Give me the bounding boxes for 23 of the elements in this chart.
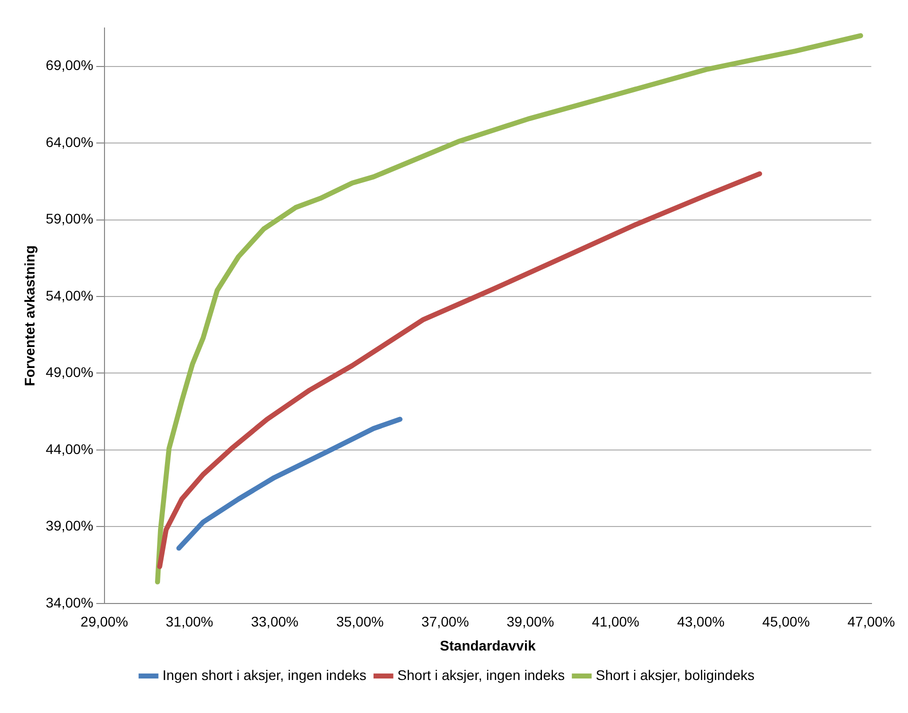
y-tick-label: 69,00% bbox=[46, 57, 94, 74]
x-tick-label: 33,00% bbox=[250, 614, 298, 630]
y-tick-label: 44,00% bbox=[46, 440, 94, 457]
x-tick-label: 29,00% bbox=[80, 614, 128, 630]
x-tick-label: 37,00% bbox=[421, 614, 469, 630]
y-tick-label: 59,00% bbox=[46, 210, 94, 227]
x-axis-title: Standardavvik bbox=[440, 637, 536, 654]
y-tick-label: 39,00% bbox=[46, 518, 94, 534]
y-axis-title: Forventet avkastning bbox=[21, 245, 38, 386]
x-tick-label: 47,00% bbox=[848, 614, 895, 630]
y-tick-label: 64,00% bbox=[46, 134, 94, 150]
x-tick-label: 31,00% bbox=[166, 614, 214, 630]
y-tick-label: 34,00% bbox=[46, 594, 94, 610]
x-tick-label: 43,00% bbox=[677, 614, 725, 630]
y-tick-label: 49,00% bbox=[46, 364, 94, 380]
x-tick-label: 39,00% bbox=[506, 614, 554, 630]
x-tick-label: 41,00% bbox=[592, 614, 640, 630]
x-tick-label: 35,00% bbox=[336, 614, 384, 630]
legend-label: Ingen short i aksjer, ingen indeks bbox=[162, 666, 366, 683]
legend-label: Short i aksjer, boligindeks bbox=[596, 666, 754, 683]
y-tick-label: 54,00% bbox=[46, 287, 94, 304]
legend-label: Short i aksjer, ingen indeks bbox=[397, 666, 565, 683]
x-tick-label: 45,00% bbox=[762, 614, 810, 630]
